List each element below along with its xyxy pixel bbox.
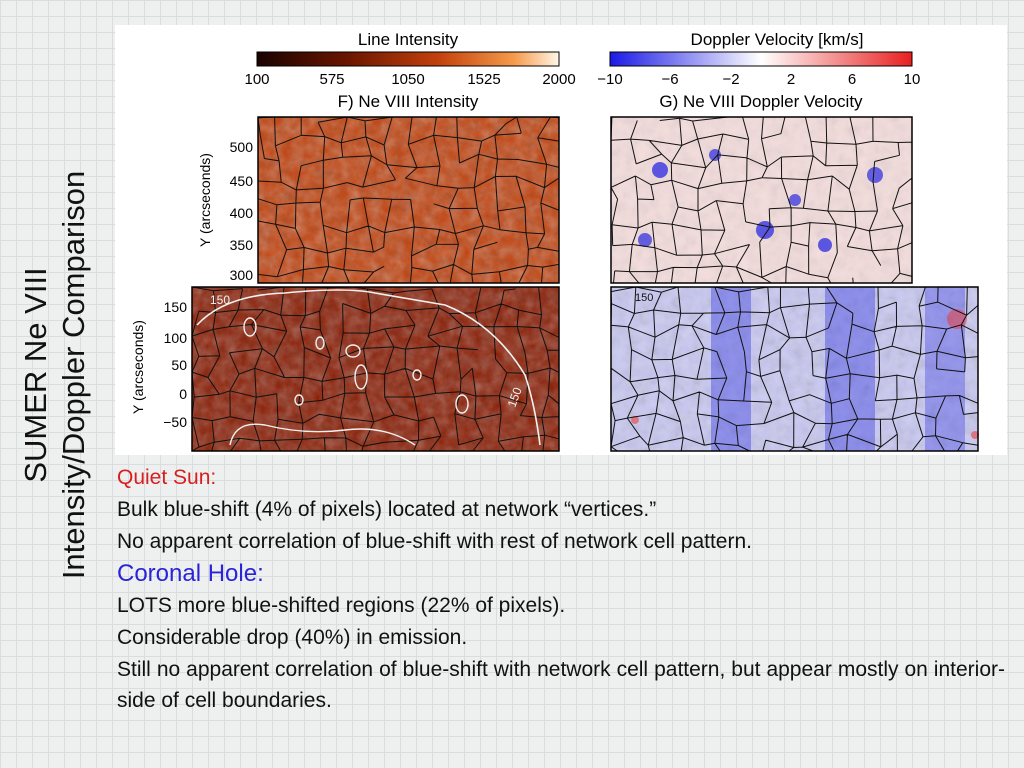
contour-label: 150 [210, 293, 230, 307]
coronal-hole-line-1: LOTS more blue-shifted regions (22% of p… [117, 594, 566, 617]
cbar-intensity-tick: 1525 [467, 71, 500, 88]
panel-g-bottom-doppler-map: 150 [610, 286, 979, 452]
slide-title-line1: SUMER Ne VIII [18, 267, 53, 483]
y-tick-top: 400 [230, 205, 254, 221]
panel-f-bottom-intensity-map: 150 150 [191, 286, 560, 452]
panel-g-title: G) Ne VIII Doppler Velocity [659, 92, 863, 111]
figure: Line Intensity Doppler Velocity [km/s] 1… [115, 25, 1007, 455]
y-axis-label-bottom: Y (arcseconds) [130, 320, 146, 414]
contour-label: 150 [505, 385, 525, 409]
network-cell-boundaries [191, 286, 560, 452]
colorbar-doppler [609, 51, 913, 67]
y-axis-label-top: Y (arcseconds) [197, 153, 213, 247]
slide-title-line2: Intensity/Doppler Comparison [56, 170, 91, 580]
y-tick-top: 450 [230, 173, 254, 189]
notes: Quiet Sun: Bulk blue-shift (4% of pixels… [117, 462, 1005, 716]
cbar-intensity-tick: 2000 [542, 71, 575, 88]
cbar-intensity-tick: 1050 [391, 71, 424, 88]
coronal-hole-line-2: Considerable drop (40%) in emission. [117, 626, 468, 649]
cbar-doppler-tick: 2 [787, 71, 795, 88]
y-tick-top: 500 [230, 139, 254, 155]
cbar-doppler-tick: 10 [904, 71, 921, 88]
quiet-sun-line-2: No apparent correlation of blue-shift wi… [117, 530, 752, 553]
cbar-doppler-tick: −10 [597, 71, 622, 88]
coronal-hole-heading: Coronal Hole: [117, 560, 264, 587]
quiet-sun-heading: Quiet Sun: [117, 466, 217, 489]
y-tick-bottom: 100 [164, 330, 188, 346]
contour-label: 150 [635, 292, 653, 304]
y-tick-bottom: 0 [179, 386, 187, 402]
colorbar-intensity-title: Line Intensity [358, 30, 459, 49]
colorbar-doppler-title: Doppler Velocity [km/s] [691, 30, 864, 49]
cbar-doppler-tick: −6 [661, 71, 678, 88]
coronal-hole-line-3: Still no apparent correlation of blue-sh… [117, 658, 1005, 712]
cbar-doppler-tick: 6 [848, 71, 856, 88]
cbar-intensity-tick: 100 [244, 71, 269, 88]
slide-title: SUMER Ne VIII Intensity/Doppler Comparis… [0, 0, 110, 768]
y-tick-top: 350 [230, 237, 254, 253]
y-tick-bottom: 150 [164, 299, 188, 315]
y-tick-bottom: 50 [171, 357, 187, 373]
figure-svg: Line Intensity Doppler Velocity [km/s] 1… [130, 30, 979, 452]
panel-f-title: F) Ne VIII Intensity [338, 92, 479, 111]
y-tick-top: 300 [230, 267, 254, 283]
colorbar-intensity [256, 51, 560, 67]
cbar-doppler-tick: −2 [722, 71, 739, 88]
panel-f-intensity-map [257, 116, 560, 284]
quiet-sun-line-1: Bulk blue-shift (4% of pixels) located a… [117, 498, 657, 521]
panel-g-doppler-map [610, 116, 913, 284]
y-tick-bottom: −50 [163, 414, 187, 430]
cbar-intensity-tick: 575 [319, 71, 344, 88]
